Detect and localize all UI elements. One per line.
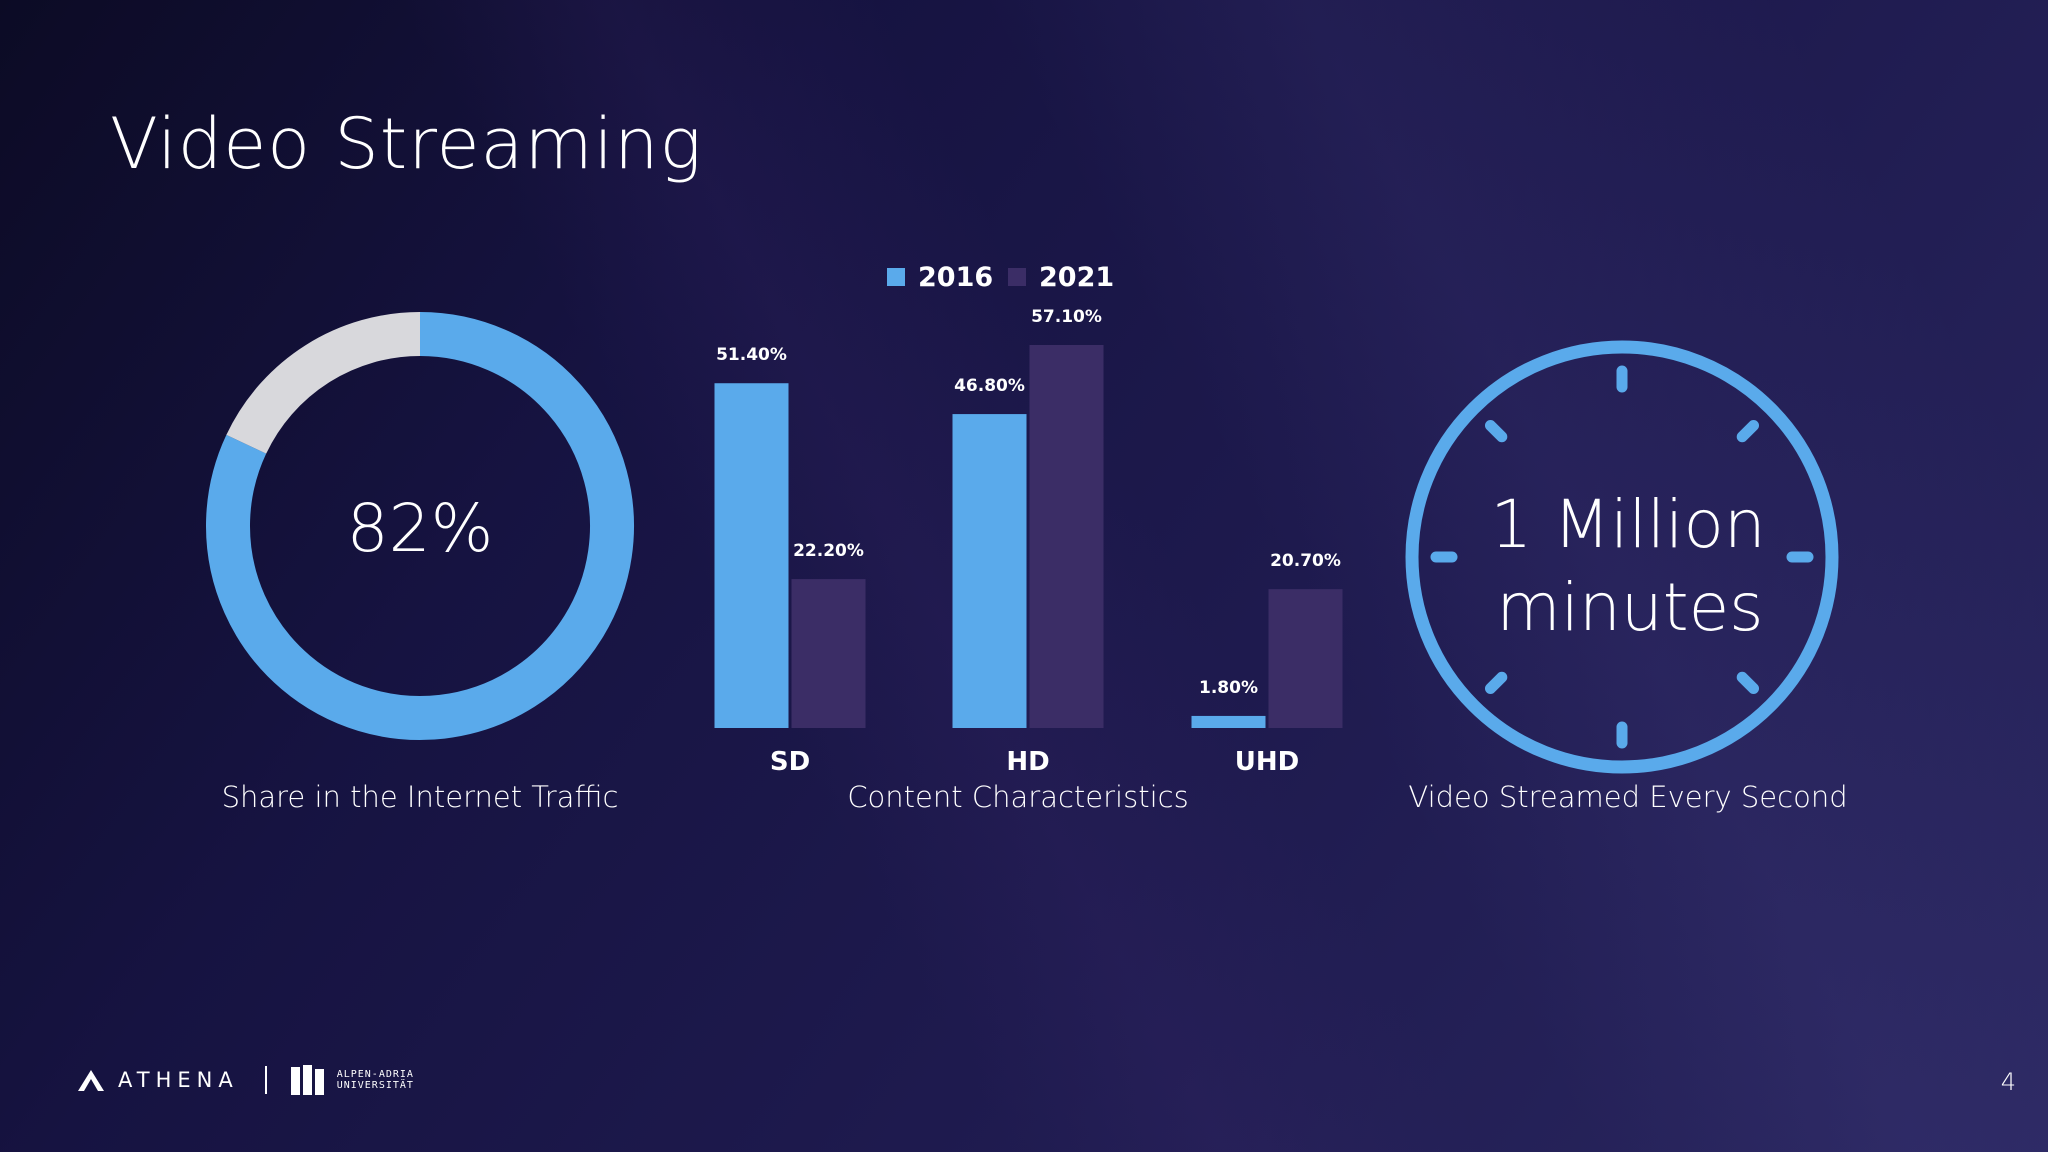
clock-tick xyxy=(1484,671,1508,695)
data-label-uhd-2016: 1.80% xyxy=(1199,678,1258,698)
donut-caption: Share in the Internet Traffic xyxy=(221,780,619,814)
legend-label-2016: 2016 xyxy=(918,262,993,293)
bar-chart-caption: Content Characteristics xyxy=(847,780,1189,814)
data-label-sd-2016: 51.40% xyxy=(716,345,787,365)
category-label-sd: SD xyxy=(770,747,810,777)
clock-graphic: 1 Million minutes xyxy=(1405,340,1839,774)
donut-slice-other xyxy=(226,312,421,455)
athena-logo-icon xyxy=(78,1070,104,1091)
footer-divider xyxy=(264,1066,267,1094)
bar-hd-2021 xyxy=(1029,345,1104,728)
university-logo-icon xyxy=(290,1065,324,1095)
clock-ring xyxy=(1405,340,1839,774)
legend-label-2021: 2021 xyxy=(1039,262,1114,293)
clock-caption: Video Streamed Every Second xyxy=(1408,780,1848,814)
page-number: 4 xyxy=(2000,1068,2016,1096)
legend-swatch-2016 xyxy=(887,268,905,286)
legend-swatch-2021 xyxy=(1008,268,1026,286)
university-name: ALPEN-ADRIA UNIVERSITÄT xyxy=(337,1069,414,1091)
data-label-sd-2021: 22.20% xyxy=(793,541,864,561)
data-label-uhd-2021: 20.70% xyxy=(1270,551,1341,571)
clock-line2: minutes xyxy=(1496,569,1763,646)
bar-hd-2016 xyxy=(952,414,1027,728)
data-label-hd-2016: 46.80% xyxy=(954,376,1025,396)
category-label-hd: HD xyxy=(1006,747,1049,777)
bar-uhd-2021 xyxy=(1268,589,1343,728)
bar-uhd-2016 xyxy=(1191,715,1266,728)
category-label-uhd: UHD xyxy=(1235,747,1299,777)
donut-value: 82% xyxy=(347,490,494,567)
university-line2: UNIVERSITÄT xyxy=(336,1080,414,1091)
clock-ticks xyxy=(1430,365,1814,749)
clock-tick xyxy=(1736,671,1760,695)
clock-tick xyxy=(1736,419,1760,443)
clock-tick xyxy=(1484,419,1508,443)
bar-sd-2016 xyxy=(714,383,789,728)
donut-chart: 82% xyxy=(206,312,634,740)
university-line1: ALPEN-ADRIA xyxy=(336,1069,414,1080)
bar-sd-2021 xyxy=(791,579,866,728)
chart-legend: 2016 2021 xyxy=(887,262,1114,293)
bar-chart: 2016 2021 51.40% 22.20% SD 46.80% 57.10% HD 1.8… xyxy=(714,262,1343,777)
donut-slice-video xyxy=(206,312,634,740)
data-label-hd-2021: 57.10% xyxy=(1031,307,1102,327)
slide-title: Video Streaming xyxy=(110,103,703,185)
clock-line1: 1 Million xyxy=(1490,486,1765,563)
athena-brand-name: ATHENA xyxy=(118,1068,239,1092)
footer-branding: ATHENA ALPEN-ADRIA UNIVERSITÄT xyxy=(76,1064,414,1096)
